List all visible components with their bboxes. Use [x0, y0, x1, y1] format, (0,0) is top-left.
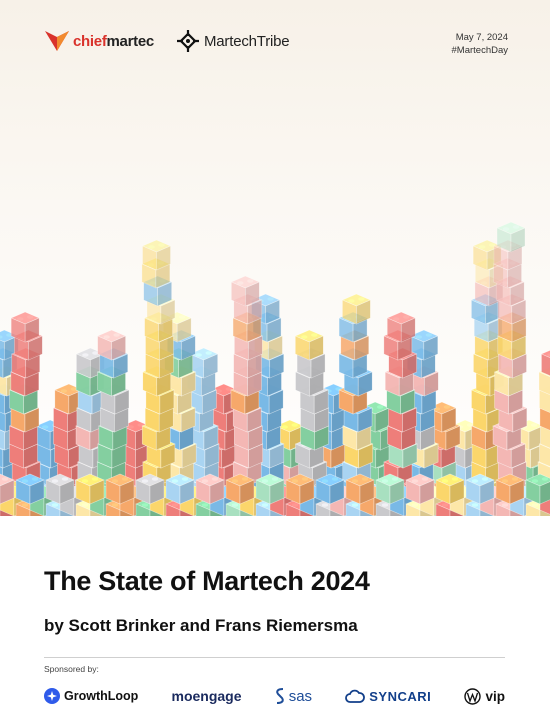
brick — [225, 473, 255, 505]
growthloop-icon — [44, 688, 60, 704]
sponsor-wpvip: vip — [464, 687, 505, 705]
brick — [409, 329, 439, 361]
brick — [375, 473, 405, 505]
brick — [105, 473, 135, 505]
brick — [135, 473, 165, 505]
page-title: The State of Martech 2024 — [44, 566, 370, 596]
martechtribe-knot-icon — [177, 30, 199, 52]
sponsor-label: Sponsored by: — [44, 664, 99, 674]
brick — [492, 257, 523, 289]
brick — [96, 329, 127, 361]
brick — [0, 473, 15, 505]
brick — [230, 275, 261, 307]
date-block: May 7, 2024 #MartechDay — [452, 31, 509, 57]
brick — [495, 473, 525, 505]
brick — [10, 311, 40, 343]
brick — [141, 239, 172, 271]
chiefmartec-logo: chiefmartec — [44, 28, 154, 54]
brick — [345, 473, 375, 505]
brick — [75, 473, 105, 505]
martechtribe-logo: MartechTribe — [176, 28, 290, 54]
sponsor-moengage: moengage — [171, 688, 242, 704]
cover-hero: chiefmartec MartechTribe May 7, 2024 #Ma… — [0, 0, 550, 516]
lego-bricks-illustration — [0, 221, 550, 516]
brick — [496, 221, 526, 253]
sas-icon — [275, 688, 284, 704]
brick — [195, 473, 225, 505]
brick — [294, 329, 325, 361]
syncari-cloud-icon — [345, 689, 366, 703]
sponsor-syncari: SYNCARI — [345, 689, 431, 704]
wordpress-icon — [464, 687, 482, 705]
chiefmartec-chevron-icon — [45, 31, 69, 51]
brick — [435, 473, 465, 505]
brick — [470, 293, 501, 325]
sponsor-sas: sas — [275, 687, 312, 705]
sponsor-growthloop: GrowthLoop — [44, 688, 138, 704]
brick — [465, 473, 495, 505]
brick — [141, 257, 171, 289]
brick — [341, 293, 372, 325]
brick — [15, 473, 45, 505]
authors-subtitle: by Scott Brinker and Frans Riemersma — [44, 616, 358, 635]
brick — [45, 473, 75, 505]
publish-date: May 7, 2024 — [455, 32, 508, 43]
brick — [405, 473, 435, 505]
brick — [386, 311, 417, 343]
brick — [285, 473, 315, 505]
martechtribe-wordmark: MartechTribe — [204, 32, 290, 50]
brick — [188, 347, 219, 379]
header-bar: chiefmartec MartechTribe May 7, 2024 #Ma… — [0, 0, 550, 70]
brick — [525, 473, 550, 505]
sponsor-logos: GrowthLoop moengage sas SYNCARI vip — [44, 684, 505, 708]
chiefmartec-wordmark: chiefmartec — [73, 32, 154, 50]
brick — [540, 350, 550, 376]
brick — [315, 473, 345, 505]
brick — [255, 473, 285, 505]
hashtag: #MartechDay — [451, 45, 509, 56]
brick — [165, 473, 195, 505]
brick — [493, 239, 523, 271]
sponsor-divider — [44, 657, 505, 658]
